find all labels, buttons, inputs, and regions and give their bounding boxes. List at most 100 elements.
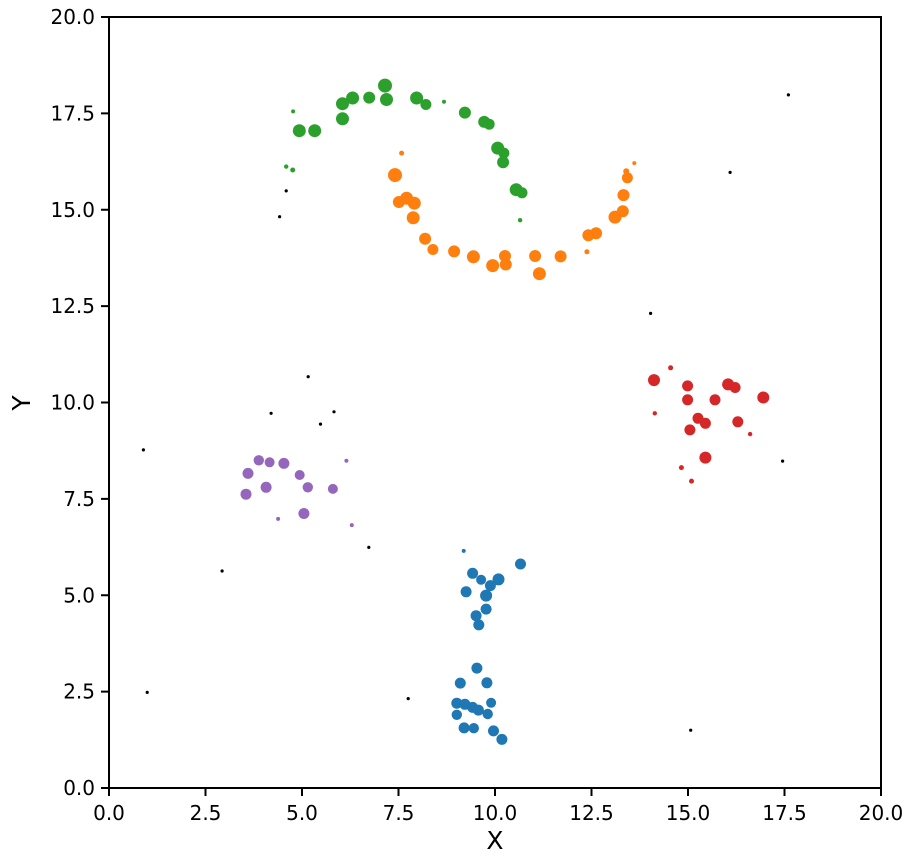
y-tick-label: 2.5 xyxy=(63,680,95,704)
noise-black-point xyxy=(306,375,310,379)
cluster-orange-lower-arc-point xyxy=(584,249,590,255)
cluster-orange-lower-arc-point xyxy=(529,250,542,262)
cluster-orange-lower-arc-point xyxy=(617,189,630,202)
cluster-blue-point xyxy=(468,723,479,734)
cluster-blue-point xyxy=(492,573,505,586)
x-tick-label: 20.0 xyxy=(859,801,904,825)
cluster-purple-point xyxy=(253,455,264,466)
cluster-red-point xyxy=(729,382,741,393)
cluster-orange-lower-arc-point xyxy=(388,168,402,183)
cluster-orange-lower-arc-point xyxy=(486,259,500,273)
cluster-blue-point xyxy=(488,725,499,737)
cluster-purple-point xyxy=(278,457,290,469)
cluster-green-upper-arc-point xyxy=(363,91,376,104)
cluster-blue-point xyxy=(471,662,483,674)
x-tick-label: 2.5 xyxy=(190,801,222,825)
y-tick-label: 17.5 xyxy=(50,101,95,125)
cluster-orange-lower-arc-point xyxy=(419,232,432,245)
cluster-green-upper-arc-point xyxy=(308,124,322,138)
cluster-orange-lower-arc-point xyxy=(406,211,420,225)
cluster-green-upper-arc-point xyxy=(458,106,471,119)
cluster-blue-point xyxy=(451,709,462,720)
cluster-red-point xyxy=(699,451,712,464)
y-tick-label: 12.5 xyxy=(50,294,95,318)
cluster-green-upper-arc-point xyxy=(336,97,349,111)
cluster-red-point xyxy=(732,416,744,428)
y-tick-label: 20.0 xyxy=(50,5,95,29)
cluster-orange-lower-arc-point xyxy=(554,250,567,263)
ticks-layer: 0.0 2.5 5.0 7.5 10.0 12.5 15.0 17.5 20.0 0.0 2.5 5.… xyxy=(50,5,903,825)
noise-black-point xyxy=(649,311,653,315)
cluster-blue-point xyxy=(496,733,508,745)
cluster-red-point xyxy=(699,417,711,429)
y-tick-label: 7.5 xyxy=(63,487,95,511)
cluster-red-point xyxy=(757,391,770,404)
cluster-orange-lower-arc-point xyxy=(623,168,630,175)
cluster-red-point xyxy=(652,411,657,416)
y-axis-label: Y xyxy=(7,395,36,412)
x-tick-label: 17.5 xyxy=(762,801,807,825)
noise-black-point xyxy=(269,411,273,415)
cluster-blue-point xyxy=(451,697,463,709)
x-tick-label: 0.0 xyxy=(93,801,125,825)
cluster-purple-point xyxy=(240,488,252,500)
cluster-green-upper-arc-point xyxy=(290,167,296,173)
cluster-orange-lower-arc-point xyxy=(532,267,546,281)
noise-black-point xyxy=(332,410,336,414)
cluster-blue-point xyxy=(484,580,496,592)
noise-black-point xyxy=(278,215,282,219)
cluster-blue-point xyxy=(480,589,493,602)
cluster-blue-point xyxy=(473,619,485,631)
cluster-purple-point xyxy=(349,523,354,528)
cluster-purple-point xyxy=(327,483,338,494)
cluster-purple-point xyxy=(344,458,349,463)
cluster-purple-point xyxy=(298,508,310,519)
cluster-red-point xyxy=(668,365,674,371)
noise-black-point xyxy=(786,93,791,97)
y-tick-label: 10.0 xyxy=(50,391,95,415)
x-tick-label: 15.0 xyxy=(666,801,711,825)
cluster-blue-point xyxy=(481,677,493,689)
cluster-red-point xyxy=(682,380,694,392)
cluster-blue-point xyxy=(482,708,493,720)
cluster-purple-point xyxy=(276,516,281,521)
cluster-blue-point xyxy=(460,586,472,598)
cluster-orange-lower-arc-point xyxy=(499,258,512,271)
cluster-blue-point xyxy=(472,704,484,716)
noise-black-point xyxy=(406,697,410,701)
y-tick-label: 5.0 xyxy=(63,583,95,607)
cluster-green-upper-arc-point xyxy=(442,99,446,104)
x-tick-label: 12.5 xyxy=(569,801,614,825)
cluster-purple-point xyxy=(264,457,275,468)
cluster-purple-point xyxy=(302,482,313,493)
noise-black-point xyxy=(141,448,145,452)
cluster-green-upper-arc-point xyxy=(380,93,393,106)
noise-black-point xyxy=(284,189,288,193)
cluster-green-upper-arc-point xyxy=(346,91,360,105)
cluster-blue-point xyxy=(515,558,526,570)
cluster-red-point xyxy=(747,431,753,437)
cluster-blue-point xyxy=(486,697,497,708)
cluster-purple-point xyxy=(242,467,254,479)
cluster-orange-lower-arc-point xyxy=(466,250,480,264)
cluster-blue-point xyxy=(458,722,470,734)
noise-black-point xyxy=(318,422,323,426)
cluster-green-upper-arc-point xyxy=(498,147,510,159)
cluster-orange-lower-arc-point xyxy=(590,227,603,240)
cluster-orange-lower-arc-point xyxy=(621,172,633,184)
cluster-red-point xyxy=(684,424,696,436)
noise-black-point xyxy=(367,545,371,550)
noise-black-point xyxy=(220,569,224,573)
cluster-green-upper-arc-point xyxy=(483,118,495,130)
noise-black-point xyxy=(728,170,732,174)
x-tick-label: 10.0 xyxy=(473,801,518,825)
cluster-blue-point xyxy=(461,548,466,553)
cluster-orange-lower-arc-point xyxy=(399,150,405,156)
cluster-red-point xyxy=(689,478,694,484)
cluster-blue-point xyxy=(454,677,466,689)
cluster-orange-lower-arc-point xyxy=(632,161,637,166)
cluster-green-upper-arc-point xyxy=(420,99,432,110)
cluster-red-point xyxy=(678,465,684,471)
